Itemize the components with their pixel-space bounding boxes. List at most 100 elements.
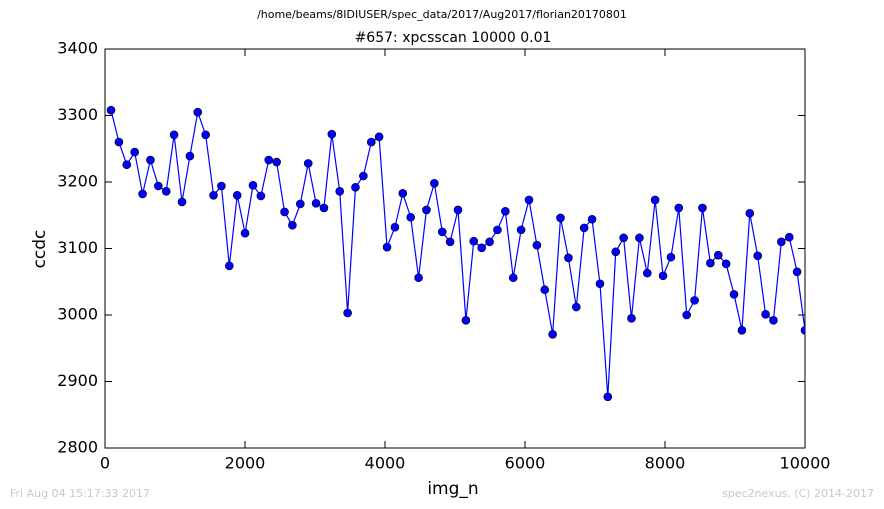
data-point bbox=[248, 181, 258, 190]
data-point bbox=[114, 137, 124, 147]
data-point bbox=[674, 203, 684, 213]
data-point bbox=[374, 132, 384, 142]
x-tick-label: 2000 bbox=[225, 454, 266, 473]
data-point bbox=[477, 243, 486, 253]
data-point bbox=[469, 236, 479, 246]
data-point bbox=[532, 240, 542, 250]
data-point bbox=[698, 203, 707, 213]
x-tick-label: 4000 bbox=[365, 454, 406, 473]
data-point bbox=[579, 223, 589, 233]
data-point bbox=[524, 195, 534, 205]
data-point bbox=[556, 213, 565, 223]
data-point bbox=[501, 206, 510, 216]
x-tick-label: 8000 bbox=[645, 454, 686, 473]
data-point bbox=[264, 155, 274, 165]
data-point bbox=[516, 225, 526, 235]
x-tick-label: 6000 bbox=[505, 454, 546, 473]
data-point bbox=[185, 151, 195, 161]
data-point bbox=[453, 205, 463, 215]
data-point bbox=[366, 137, 376, 147]
y-tick-label: 3000 bbox=[57, 305, 98, 324]
data-point bbox=[146, 155, 155, 165]
data-point bbox=[572, 302, 581, 312]
data-point bbox=[359, 171, 368, 181]
data-point bbox=[753, 251, 762, 261]
data-point bbox=[280, 207, 289, 217]
data-point bbox=[777, 237, 786, 247]
data-point bbox=[240, 228, 250, 238]
data-point bbox=[138, 189, 147, 199]
suptitle: /home/beams/8IDIUSER/spec_data/2017/Aug2… bbox=[257, 8, 627, 21]
data-point bbox=[635, 233, 644, 243]
data-point bbox=[650, 195, 660, 205]
data-point bbox=[225, 261, 234, 271]
data-point bbox=[232, 191, 242, 200]
data-point bbox=[437, 227, 447, 237]
data-point bbox=[485, 237, 494, 247]
y-tick-label: 2800 bbox=[57, 438, 98, 457]
x-tick-label: 10000 bbox=[780, 454, 831, 473]
data-point bbox=[256, 191, 266, 201]
data-point bbox=[761, 310, 770, 319]
plot-area bbox=[106, 105, 805, 402]
data-point bbox=[343, 308, 352, 318]
data-point bbox=[745, 208, 755, 218]
data-point bbox=[130, 147, 139, 157]
data-point bbox=[540, 285, 550, 295]
footer-left: Fri Aug 04 15:17:33 2017 bbox=[10, 487, 150, 500]
data-point bbox=[548, 329, 557, 339]
data-point bbox=[508, 273, 518, 283]
chart-title: #657: xpcsscan 10000 0.01 bbox=[355, 30, 552, 46]
data-point bbox=[295, 199, 305, 209]
data-point bbox=[311, 198, 321, 208]
data-point bbox=[690, 296, 699, 305]
data-point bbox=[288, 220, 297, 230]
data-point bbox=[422, 205, 431, 215]
data-point bbox=[587, 214, 597, 224]
data-point bbox=[177, 197, 187, 207]
y-tick-label: 3300 bbox=[57, 105, 98, 124]
x-tick-label: 0 bbox=[100, 454, 110, 473]
data-point bbox=[382, 242, 392, 252]
data-point bbox=[713, 250, 723, 260]
data-point bbox=[627, 314, 636, 323]
data-point bbox=[106, 105, 116, 115]
data-point bbox=[682, 310, 692, 320]
data-point bbox=[445, 237, 455, 247]
data-point bbox=[737, 325, 747, 335]
data-point bbox=[619, 233, 628, 243]
footer-right: spec2nexus, (C) 2014-2017 bbox=[722, 487, 874, 500]
y-axis-label: ccdc bbox=[30, 230, 50, 269]
data-point bbox=[784, 232, 794, 242]
data-point bbox=[461, 316, 471, 325]
data-point bbox=[611, 247, 621, 257]
data-point bbox=[335, 187, 345, 196]
data-point bbox=[398, 189, 408, 198]
data-point bbox=[193, 107, 203, 117]
data-point bbox=[769, 316, 778, 325]
data-point bbox=[327, 129, 337, 139]
y-tick-label: 3100 bbox=[57, 238, 98, 257]
data-point bbox=[406, 212, 415, 222]
data-point bbox=[595, 279, 605, 289]
y-tick-label: 3400 bbox=[57, 39, 98, 58]
data-point bbox=[721, 259, 731, 269]
data-point bbox=[154, 181, 163, 191]
data-point bbox=[161, 187, 171, 196]
data-point bbox=[430, 179, 439, 188]
data-point bbox=[319, 203, 329, 213]
data-point bbox=[729, 290, 739, 299]
data-point bbox=[666, 252, 676, 262]
y-tick-label: 2900 bbox=[57, 371, 98, 390]
data-point bbox=[390, 222, 400, 232]
data-point bbox=[272, 157, 281, 167]
y-tick-label: 3200 bbox=[57, 172, 98, 191]
data-point bbox=[201, 130, 210, 140]
data-point bbox=[493, 225, 502, 235]
data-point bbox=[414, 273, 423, 283]
data-point bbox=[603, 392, 613, 402]
data-point bbox=[706, 258, 715, 268]
data-point bbox=[122, 160, 132, 170]
